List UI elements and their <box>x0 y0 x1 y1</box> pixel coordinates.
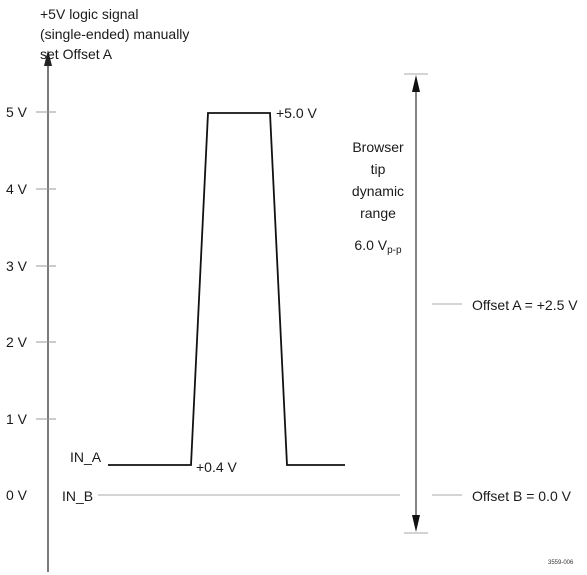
pulse-low-label: +0.4 V <box>196 459 237 475</box>
in-a-label: IN_A <box>70 449 102 465</box>
dynamic-range-line-2: tip <box>370 161 386 177</box>
dynamic-range-arrowhead-down <box>412 515 420 532</box>
y-ticks <box>36 111 56 420</box>
y-tick-label-5v: 5 V <box>6 104 28 120</box>
offset-a-label: Offset A = +2.5 V <box>472 297 578 313</box>
y-axis-arrowhead <box>44 50 52 66</box>
y-tick-label-2v: 2 V <box>6 334 28 350</box>
y-tick-label-3v: 3 V <box>6 258 28 274</box>
y-tick-label-0v: 0 V <box>6 487 28 503</box>
y-tick-label-4v: 4 V <box>6 181 28 197</box>
dynamic-range-line-1: Browser <box>352 139 404 155</box>
dynamic-range-value: 6.0 Vp-p <box>318 234 438 262</box>
dynamic-range-line-3: dynamic <box>351 183 405 199</box>
dynamic-range-value-sub: p-p <box>387 245 402 256</box>
pulse-waveform <box>108 112 345 466</box>
title-line-2: (single-ended) manually <box>40 26 190 42</box>
figure-id: 3559-006 <box>548 560 574 566</box>
pulse-high-label: +5.0 V <box>276 105 317 121</box>
dynamic-range-arrowhead-up <box>412 75 420 92</box>
y-tick-label-1v: 1 V <box>6 411 28 427</box>
dynamic-range-value-main: 6.0 V <box>354 237 388 253</box>
dynamic-range-line-4: range <box>360 205 396 221</box>
title-line-1: +5V logic signal <box>40 6 139 22</box>
in-b-label: IN_B <box>62 488 94 504</box>
offset-b-label: Offset B = 0.0 V <box>472 488 571 504</box>
title-line-3: set Offset A <box>40 46 113 62</box>
